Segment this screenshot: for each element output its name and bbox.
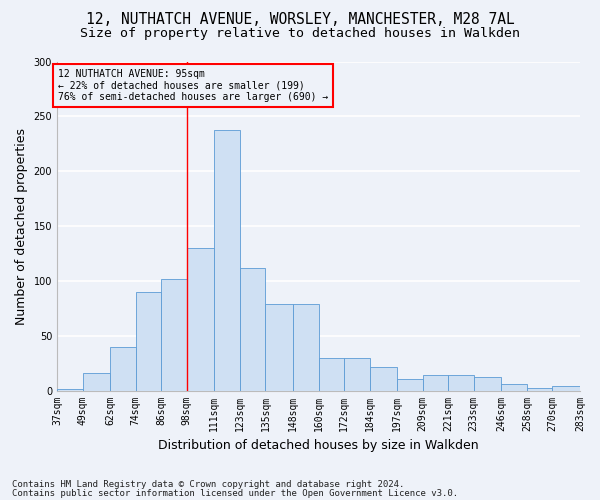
- Bar: [474, 377, 502, 391]
- Bar: [265, 304, 293, 391]
- Bar: [214, 130, 240, 391]
- Bar: [83, 374, 110, 391]
- Bar: [187, 248, 214, 391]
- Bar: [553, 386, 580, 391]
- Bar: [422, 374, 448, 391]
- Bar: [57, 389, 83, 391]
- Text: Contains HM Land Registry data © Crown copyright and database right 2024.: Contains HM Land Registry data © Crown c…: [12, 480, 404, 489]
- Text: 12 NUTHATCH AVENUE: 95sqm
← 22% of detached houses are smaller (199)
76% of semi: 12 NUTHATCH AVENUE: 95sqm ← 22% of detac…: [58, 69, 328, 102]
- Bar: [397, 379, 422, 391]
- Bar: [527, 388, 553, 391]
- Bar: [370, 367, 397, 391]
- Bar: [136, 292, 161, 391]
- Bar: [293, 304, 319, 391]
- Text: Contains public sector information licensed under the Open Government Licence v3: Contains public sector information licen…: [12, 488, 458, 498]
- Bar: [161, 279, 187, 391]
- Bar: [344, 358, 370, 391]
- Bar: [319, 358, 344, 391]
- Text: Size of property relative to detached houses in Walkden: Size of property relative to detached ho…: [80, 28, 520, 40]
- Bar: [502, 384, 527, 391]
- Bar: [240, 268, 265, 391]
- Text: 12, NUTHATCH AVENUE, WORSLEY, MANCHESTER, M28 7AL: 12, NUTHATCH AVENUE, WORSLEY, MANCHESTER…: [86, 12, 514, 28]
- Bar: [110, 347, 136, 391]
- Y-axis label: Number of detached properties: Number of detached properties: [15, 128, 28, 325]
- Bar: [448, 374, 474, 391]
- X-axis label: Distribution of detached houses by size in Walkden: Distribution of detached houses by size …: [158, 440, 479, 452]
